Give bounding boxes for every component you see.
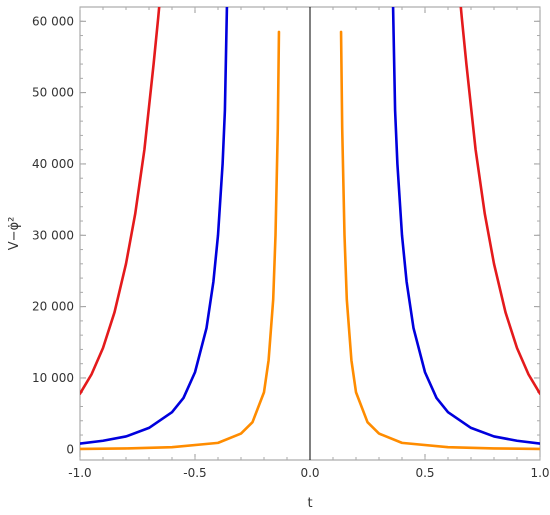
y-tick-label: 10 000 <box>32 371 74 385</box>
series-1-right-branch <box>391 7 540 445</box>
y-tick-label: 20 000 <box>32 300 74 314</box>
series-1-left-branch <box>80 7 229 445</box>
y-axis-label: V−φ̇² <box>7 217 22 251</box>
y-tick-label: 60 000 <box>32 14 74 28</box>
y-tick-label: 50 000 <box>32 86 74 100</box>
y-tick-label: 0 <box>66 442 74 456</box>
series-0-right-branch <box>459 7 540 395</box>
series-layer <box>80 7 540 451</box>
series-2-right-branch <box>339 30 540 451</box>
x-tick-label: -0.5 <box>183 466 206 480</box>
x-axis-ticks: -1.0 -0.5 0.0 0.5 1.0 <box>68 7 550 480</box>
x-tick-label: 1.0 <box>530 466 549 480</box>
series-0-left-branch <box>80 7 161 395</box>
series-2-left-branch <box>80 30 281 451</box>
y-axis-ticks: 0 10 000 20 000 30 000 40 000 50 000 60 000 <box>32 14 540 456</box>
y-tick-label: 40 000 <box>32 157 74 171</box>
x-axis-label: t <box>307 496 312 511</box>
x-tick-label: 0.5 <box>415 466 434 480</box>
x-tick-label: 0.0 <box>300 466 319 480</box>
x-tick-label: -1.0 <box>68 466 91 480</box>
y-tick-label: 30 000 <box>32 228 74 242</box>
